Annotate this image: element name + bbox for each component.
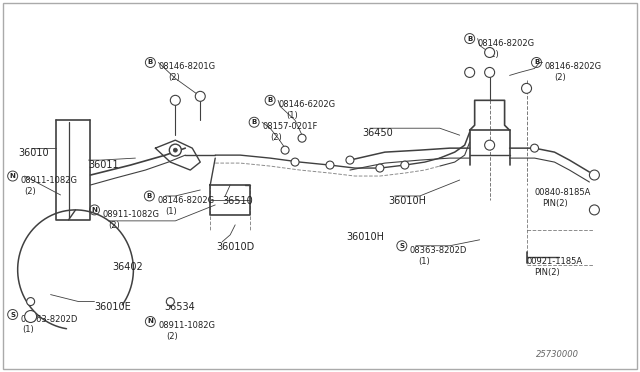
Circle shape [401,161,409,169]
Text: B: B [252,119,257,125]
Text: (2): (2) [108,221,120,230]
Text: 08363-8202D: 08363-8202D [410,246,467,255]
Text: 25730000: 25730000 [536,350,579,359]
Circle shape [166,298,174,305]
Text: S: S [10,311,15,318]
Circle shape [589,170,600,180]
Circle shape [531,144,538,152]
Circle shape [25,311,36,323]
Text: 36010: 36010 [19,148,49,158]
Text: N: N [147,318,154,324]
Text: 36510: 36510 [222,196,253,206]
Text: 08146-8202G: 08146-8202G [545,62,602,71]
Text: 36534: 36534 [164,302,195,312]
Text: 36402: 36402 [113,262,143,272]
Circle shape [522,83,532,93]
Text: N: N [92,207,97,213]
Text: 08911-1082G: 08911-1082G [102,210,159,219]
Circle shape [484,140,495,150]
Text: 08146-8201G: 08146-8201G [158,62,216,71]
Text: (1): (1) [286,111,298,120]
Circle shape [170,144,181,156]
Text: PIN(2): PIN(2) [543,199,568,208]
Text: 36010E: 36010E [95,302,131,312]
Circle shape [484,48,495,58]
Text: 08911-1082G: 08911-1082G [158,321,215,330]
Circle shape [281,146,289,154]
Text: 00921-1185A: 00921-1185A [527,257,582,266]
Circle shape [170,95,180,105]
Circle shape [27,298,35,305]
Text: B: B [467,36,472,42]
Text: (2): (2) [270,133,282,142]
Text: 08146-6202G: 08146-6202G [278,100,335,109]
Circle shape [173,148,177,152]
Text: 36010H: 36010H [346,232,384,242]
Text: 36011: 36011 [88,160,119,170]
Text: 36450: 36450 [362,128,393,138]
Text: B: B [147,193,152,199]
Text: B: B [148,60,153,65]
Circle shape [465,67,475,77]
Text: 08146-8202G: 08146-8202G [477,39,535,48]
Circle shape [376,164,384,172]
Text: (2): (2) [554,73,566,83]
Text: (2): (2) [168,73,180,83]
Text: 08911-1082G: 08911-1082G [20,176,77,185]
Text: 00840-8185A: 00840-8185A [534,188,591,197]
Text: (2): (2) [166,333,178,341]
Circle shape [484,67,495,77]
Text: (1): (1) [418,257,429,266]
Text: B: B [268,97,273,103]
Text: S: S [399,243,404,249]
Text: N: N [10,173,15,179]
Text: 36010D: 36010D [216,242,255,252]
Text: (1): (1) [22,326,35,334]
Text: 08146-8202G: 08146-8202G [157,196,214,205]
Circle shape [298,134,306,142]
Circle shape [291,158,299,166]
Circle shape [589,205,600,215]
Text: 08157-0201F: 08157-0201F [262,122,317,131]
Text: (2): (2) [488,49,499,58]
Text: PIN(2): PIN(2) [534,268,560,277]
Text: (2): (2) [25,187,36,196]
Text: 08363-8202D: 08363-8202D [20,314,78,324]
Circle shape [195,92,205,101]
Text: (1): (1) [165,207,177,216]
Circle shape [346,156,354,164]
Text: B: B [534,60,539,65]
Circle shape [326,161,334,169]
Text: 36010H: 36010H [388,196,426,206]
